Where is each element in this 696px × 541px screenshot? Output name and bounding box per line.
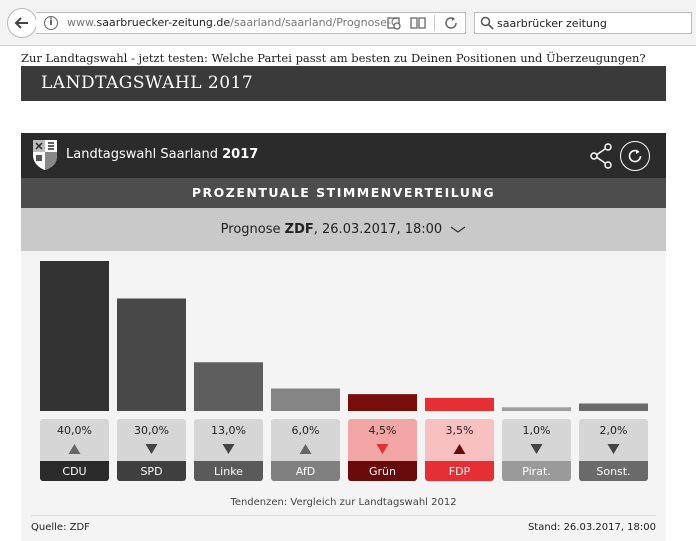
back-button[interactable] — [7, 8, 37, 38]
bar-4 — [348, 394, 417, 411]
trend-up-icon-5 — [453, 444, 466, 454]
reload-icon[interactable] — [443, 15, 459, 31]
saarland-crest-icon — [33, 140, 57, 170]
bar-5 — [425, 397, 494, 411]
bar-7 — [579, 403, 648, 411]
party-tag-1 — [117, 461, 186, 481]
share-icon[interactable] — [589, 143, 613, 169]
party-tag-7 — [579, 461, 648, 481]
page-title: LANDTAGSWAHL 2017 — [21, 66, 666, 101]
party-label-1: SPD — [140, 465, 162, 478]
vote-share-chart: 40,0% CDU 30,0% SPD 13,0% Linke 6,0% AfD 4,5% Grü… — [40, 261, 648, 481]
timestamp-label: Stand: 26.03.2017, 18:00 — [527, 522, 656, 533]
address-bar[interactable]: i www.saarbruecker-zeitung.de/saarland/s… — [36, 12, 466, 34]
party-label-2: Linke — [214, 465, 243, 478]
value-label-6: 1,0% — [523, 424, 551, 437]
value-label-7: 2,0% — [600, 424, 628, 437]
widget-title: Landtagswahl Saarland 2017 — [66, 147, 259, 162]
source-label: Quelle: ZDF — [31, 522, 90, 533]
party-label-6: Pirat. — [522, 465, 551, 478]
value-label-1: 30,0% — [134, 424, 169, 437]
trend-up-icon-0 — [68, 444, 81, 454]
chart-area: 40,0% CDU 30,0% SPD 13,0% Linke 6,0% AfD 4,5% Grü… — [21, 251, 666, 541]
url-text[interactable]: www.saarbruecker-zeitung.de/saarland/saa… — [67, 16, 397, 29]
party-tag-5 — [425, 461, 494, 481]
search-input[interactable] — [497, 15, 687, 31]
reader-view-icon[interactable] — [410, 15, 426, 31]
refresh-icon — [628, 149, 642, 163]
browser-toolbar: i www.saarbruecker-zeitung.de/saarland/s… — [0, 0, 696, 46]
value-label-0: 40,0% — [57, 424, 92, 437]
value-label-4: 4,5% — [369, 424, 397, 437]
trend-down-icon-4 — [376, 444, 389, 454]
party-tag-6 — [502, 461, 571, 481]
trend-down-icon-6 — [530, 444, 543, 454]
info-icon[interactable]: i — [44, 16, 58, 30]
forecast-selector[interactable]: Prognose ZDF, 26.03.2017, 18:00 — [21, 208, 666, 251]
bar-6 — [502, 407, 571, 411]
party-tag-2 — [194, 461, 263, 481]
party-label-5: FDP — [449, 465, 471, 478]
back-arrow-icon — [14, 17, 28, 29]
widget-header: Landtagswahl Saarland 2017 — [21, 133, 666, 178]
search-icon — [480, 16, 494, 30]
bar-0 — [40, 261, 109, 411]
chevron-down-icon — [450, 225, 466, 233]
trend-down-icon-7 — [607, 444, 620, 454]
widget-subtitle: PROZENTUALE STIMMENVERTEILUNG — [21, 178, 666, 208]
party-tag-4 — [348, 461, 417, 481]
trend-up-icon-3 — [299, 444, 312, 454]
value-label-3: 6,0% — [292, 424, 320, 437]
value-label-2: 13,0% — [211, 424, 246, 437]
party-tag-0 — [40, 461, 109, 481]
trend-down-icon-1 — [145, 444, 158, 454]
trend-note: Tendenzen: Vergleich zur Landtagswahl 20… — [230, 497, 457, 508]
bar-2 — [194, 362, 263, 411]
search-box[interactable] — [474, 12, 692, 34]
intro-link[interactable]: Zur Landtagswahl - jetzt testen: Welche … — [21, 51, 646, 65]
election-widget: Landtagswahl Saarland 2017 PROZENTUALE S… — [21, 133, 666, 541]
value-label-5: 3,5% — [446, 424, 474, 437]
bar-1 — [117, 298, 186, 411]
footer-divider — [31, 515, 656, 516]
trend-down-icon-2 — [222, 444, 235, 454]
page-action-icon[interactable] — [386, 15, 402, 31]
party-label-4: Grün — [369, 465, 396, 478]
refresh-button[interactable] — [620, 141, 650, 171]
party-label-0: CDU — [62, 465, 86, 478]
party-label-7: Sonst. — [596, 465, 630, 478]
party-tag-3 — [271, 461, 340, 481]
party-label-3: AfD — [296, 465, 315, 478]
bar-3 — [271, 388, 340, 411]
